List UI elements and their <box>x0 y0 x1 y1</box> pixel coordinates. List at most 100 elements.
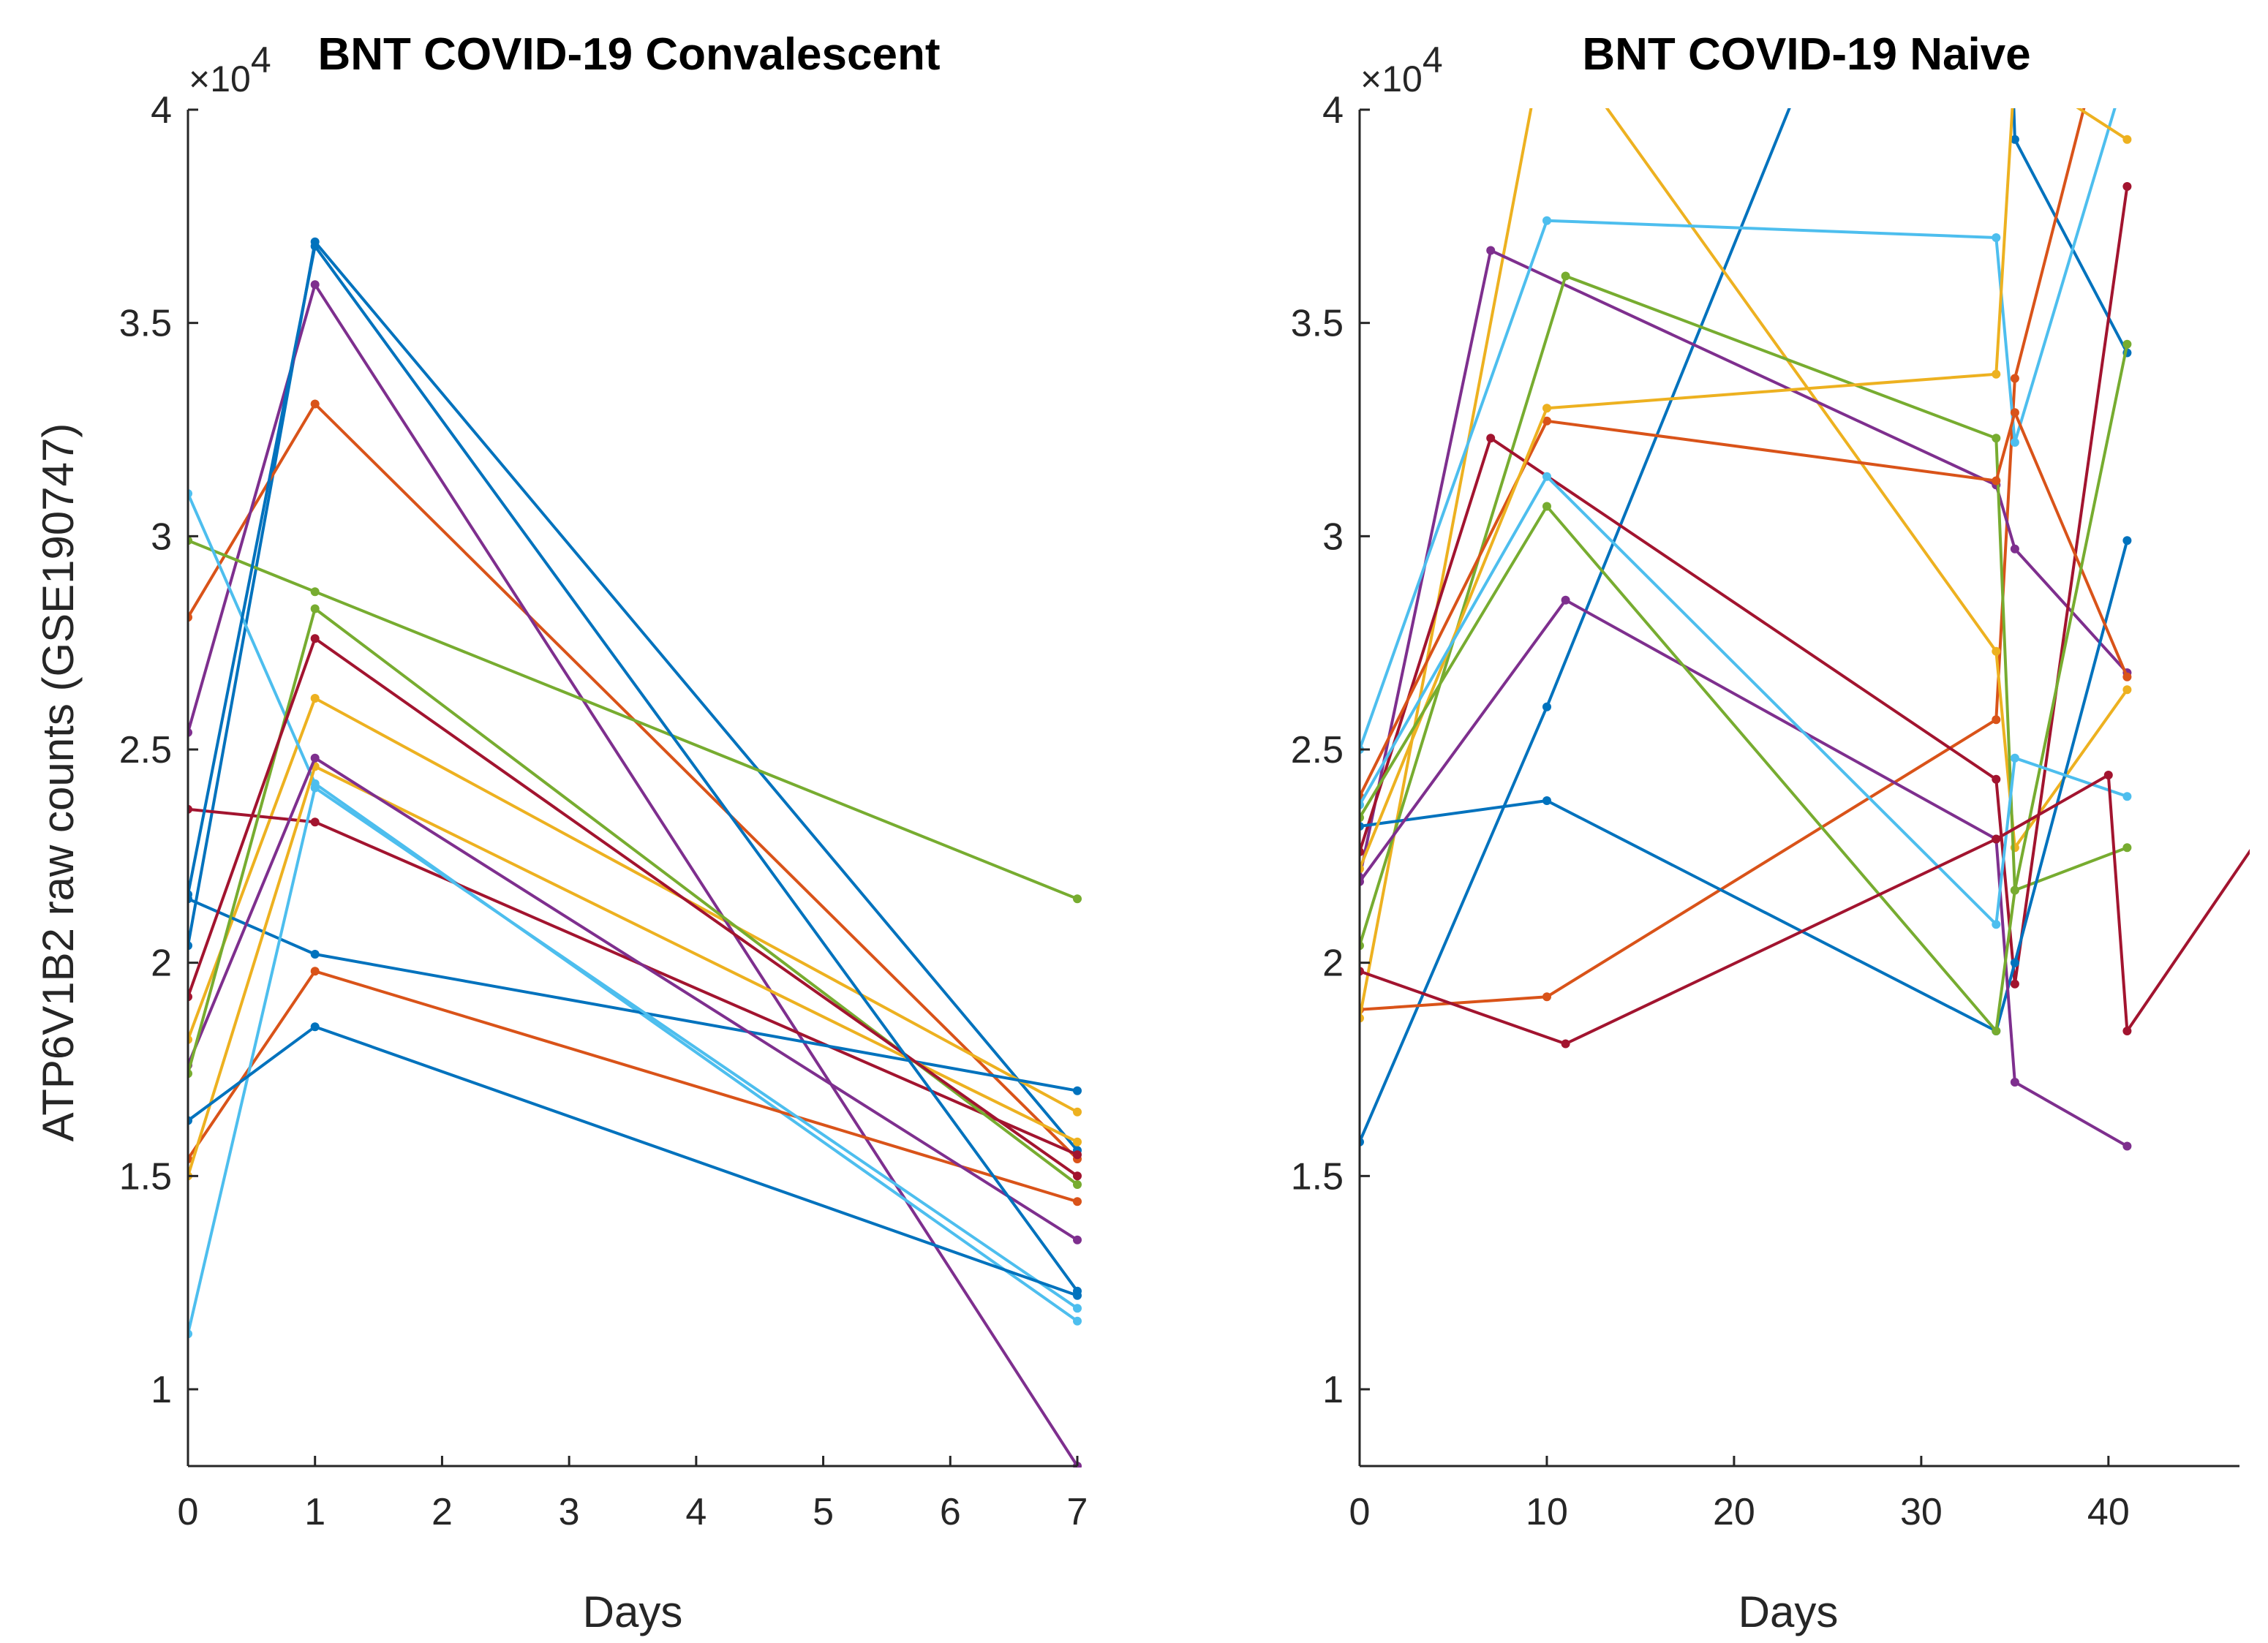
data-point-10-1 <box>1542 404 1551 413</box>
y-tick-label: 3 <box>1322 515 1344 558</box>
data-point-13-2 <box>1073 1304 1082 1313</box>
data-point-1-3 <box>2010 135 2019 144</box>
data-point-7-1 <box>1486 434 1496 443</box>
x-tick-label: 3 <box>559 1491 580 1533</box>
data-point-5-1 <box>1561 271 1570 281</box>
chart-panel-naive: BNT COVID-19 Naive ×104 Days 11.522.533.… <box>1291 29 2250 1636</box>
data-point-4-1 <box>310 280 320 290</box>
data-point-16-1 <box>310 241 320 251</box>
series-line-14 <box>1360 774 2250 1046</box>
data-point-12-2 <box>1992 1027 2001 1035</box>
data-point-3-4 <box>2122 685 2132 695</box>
data-point-15-1 <box>310 1022 320 1032</box>
y-tick-label: 2.5 <box>119 729 172 771</box>
data-point-9-2 <box>1073 1197 1082 1206</box>
data-point-14-4 <box>2122 1027 2132 1035</box>
data-point-2-1 <box>310 399 320 409</box>
y-tick-label: 4 <box>151 89 172 132</box>
y-axis-exponent-base: ×10 <box>189 58 251 99</box>
data-point-5-2 <box>1073 894 1082 904</box>
data-point-3-2 <box>1992 646 2001 656</box>
x-tick-label: 5 <box>813 1491 834 1533</box>
data-point-7-1 <box>310 817 320 827</box>
y-axis-exponent-power: 4 <box>1423 39 1443 80</box>
x-tick-label: 0 <box>1349 1491 1371 1533</box>
y-axis-exponent: ×104 <box>189 39 271 99</box>
data-point-14-3 <box>2103 771 2113 779</box>
x-tick-label: 6 <box>940 1491 961 1533</box>
data-point-6-1 <box>1542 216 1551 225</box>
y-tick-label: 2.5 <box>1291 729 1344 771</box>
data-point-2-3 <box>2010 374 2019 383</box>
y-axis-exponent-power: 4 <box>251 39 271 80</box>
x-tick-label: 0 <box>178 1491 199 1533</box>
data-point-11-4 <box>2122 1141 2132 1151</box>
data-point-4-3 <box>2010 544 2019 554</box>
data-point-6-3 <box>2010 438 2019 447</box>
data-point-8-1 <box>1542 796 1551 805</box>
data-point-8-4 <box>2122 536 2132 545</box>
y-tick-label: 4 <box>1322 89 1344 132</box>
data-point-10-4 <box>2122 135 2132 144</box>
data-point-11-2 <box>1073 1235 1082 1244</box>
data-point-10-2 <box>1992 369 2001 379</box>
y-axis-label: ATP6V1B2 raw counts (GSE190747) <box>34 423 83 1142</box>
data-point-1-1 <box>1542 702 1551 711</box>
data-point-9-3 <box>2010 408 2019 418</box>
y-axis-exponent: ×104 <box>1360 39 1443 99</box>
data-point-14-2 <box>1992 834 2001 844</box>
data-point-9-4 <box>2122 672 2132 681</box>
y-tick-label: 3.5 <box>119 303 172 345</box>
x-tick-label: 10 <box>1526 1491 1568 1533</box>
data-point-8-3 <box>2010 958 2019 967</box>
data-point-16-2 <box>1073 1286 1082 1296</box>
data-point-9-2 <box>1992 476 2001 486</box>
data-point-11-1 <box>1561 595 1570 605</box>
data-point-8-1 <box>310 950 320 959</box>
data-point-14-2 <box>1073 1171 1082 1181</box>
y-tick-label: 1 <box>151 1369 172 1411</box>
chart-title: BNT COVID-19 Naive <box>1582 29 2030 80</box>
x-tick-label: 1 <box>304 1491 325 1533</box>
data-point-12-2 <box>1073 1180 1082 1189</box>
data-point-4-1 <box>1486 246 1496 255</box>
data-point-8-2 <box>1073 1086 1082 1095</box>
data-point-10-2 <box>1073 1137 1082 1147</box>
y-tick-label: 2 <box>151 943 172 985</box>
data-point-12-3 <box>2010 885 2019 895</box>
x-tick-label: 7 <box>1067 1491 1088 1533</box>
data-point-12-1 <box>310 604 320 613</box>
series-line-1 <box>1360 108 2129 1143</box>
data-point-5-1 <box>310 587 320 597</box>
data-point-13-3 <box>2010 753 2019 763</box>
data-point-14-1 <box>310 634 320 643</box>
y-tick-label: 1.5 <box>119 1155 172 1198</box>
data-point-2-2 <box>1992 715 2001 725</box>
data-point-9-1 <box>310 967 320 976</box>
data-point-6-2 <box>1992 233 2001 242</box>
data-point-14-1 <box>1561 1039 1570 1049</box>
data-point-7-2 <box>1992 774 2001 784</box>
data-point-3-2 <box>1073 1107 1082 1117</box>
data-point-5-4 <box>2122 843 2132 853</box>
data-point-6-2 <box>1073 1316 1082 1326</box>
x-axis-label: Days <box>583 1587 683 1636</box>
series-group <box>188 237 1082 1468</box>
x-tick-label: 40 <box>2087 1491 2130 1533</box>
data-point-7-4 <box>2122 182 2132 191</box>
data-point-9-1 <box>1542 416 1551 426</box>
data-point-2-1 <box>1542 992 1551 1002</box>
data-point-12-1 <box>1542 502 1551 511</box>
x-tick-label: 20 <box>1713 1491 1755 1533</box>
data-point-5-2 <box>1992 434 2001 443</box>
chart-title: BNT COVID-19 Convalescent <box>318 29 941 80</box>
y-tick-label: 3.5 <box>1291 303 1344 345</box>
data-point-12-4 <box>2122 339 2132 349</box>
data-point-7-3 <box>2010 979 2019 989</box>
y-tick-label: 2 <box>1322 943 1344 985</box>
x-tick-label: 2 <box>432 1491 453 1533</box>
series-group <box>1360 108 2250 1151</box>
y-axis-exponent-base: ×10 <box>1360 58 1423 99</box>
data-point-13-1 <box>1542 472 1551 481</box>
